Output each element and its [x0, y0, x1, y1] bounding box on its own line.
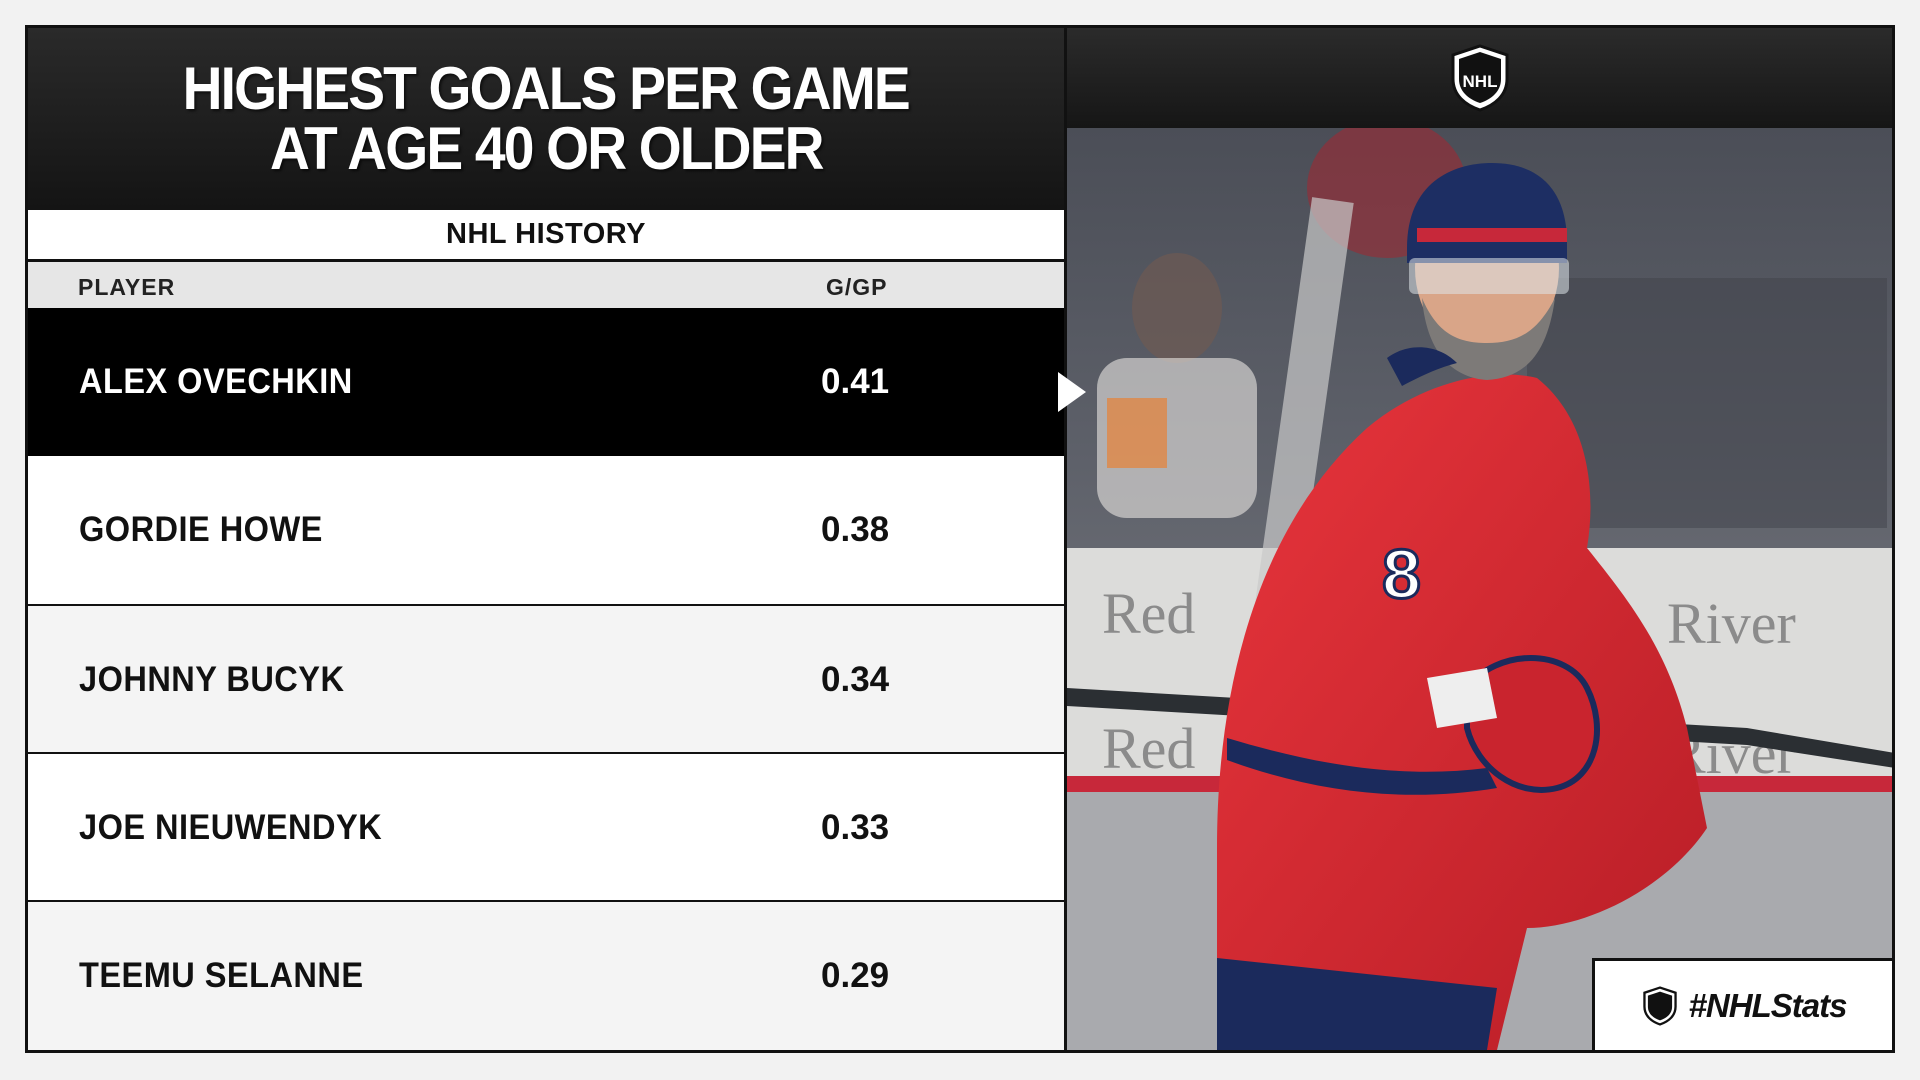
player-column-header: PLAYER — [78, 274, 176, 300]
title-block: HIGHEST GOALS PER GAME AT AGE 40 OR OLDE… — [28, 28, 1064, 210]
stat-column-header: G/GP — [826, 274, 888, 300]
player-photo: Red Red River River 8 — [1067, 128, 1892, 1050]
subtitle: NHL HISTORY — [446, 218, 646, 250]
stats-panel: HIGHEST GOALS PER GAME AT AGE 40 OR OLDE… — [28, 28, 1064, 1050]
player-name: JOE NIEUWENDYK — [79, 808, 383, 847]
column-header: PLAYER G/GP — [28, 262, 1064, 308]
player-name: ALEX OVECHKIN — [79, 362, 353, 401]
stat-value: 0.29 — [821, 956, 890, 995]
stat-value: 0.33 — [821, 808, 890, 847]
title-line-1: HIGHEST GOALS PER GAME — [182, 55, 911, 122]
table-row: TEEMU SELANNE 0.29 — [28, 900, 1064, 1050]
board-sign-left: Red — [1102, 581, 1195, 646]
nhl-shield-icon — [1642, 985, 1677, 1026]
triangle-pointer-icon — [1058, 372, 1086, 412]
photo-panel: NHL — [1064, 28, 1892, 1050]
table-row: ALEX OVECHKIN 0.41 — [28, 308, 1064, 456]
player-name: TEEMU SELANNE — [79, 956, 364, 995]
subtitle-bar: NHL HISTORY — [28, 210, 1064, 262]
table-row: JOE NIEUWENDYK 0.33 — [28, 752, 1064, 900]
stat-value: 0.41 — [821, 362, 890, 401]
player-photo-illustration: Red Red River River 8 — [1067, 128, 1892, 1050]
title-line-2: AT AGE 40 OR OLDER — [269, 115, 825, 182]
nhl-shield-logo: NHL — [1451, 44, 1508, 112]
stat-value: 0.34 — [821, 660, 890, 699]
logo-bar: NHL — [1067, 28, 1892, 128]
logo-text: NHL — [1462, 72, 1497, 91]
graphic-frame: HIGHEST GOALS PER GAME AT AGE 40 OR OLDE… — [25, 25, 1895, 1053]
player-name: GORDIE HOWE — [79, 510, 323, 549]
hashtag-text: #NHLStats — [1688, 986, 1848, 1024]
board-sign-left-lower: Red — [1102, 716, 1195, 781]
hashtag-badge: #NHLStats — [1592, 958, 1892, 1050]
stat-value: 0.38 — [821, 510, 890, 549]
jersey-number: 8 — [1382, 535, 1421, 613]
table-row: GORDIE HOWE 0.38 — [28, 456, 1064, 604]
board-sign-right: River — [1667, 591, 1796, 656]
table-row: JOHNNY BUCYK 0.34 — [28, 604, 1064, 752]
player-name: JOHNNY BUCYK — [79, 660, 345, 699]
